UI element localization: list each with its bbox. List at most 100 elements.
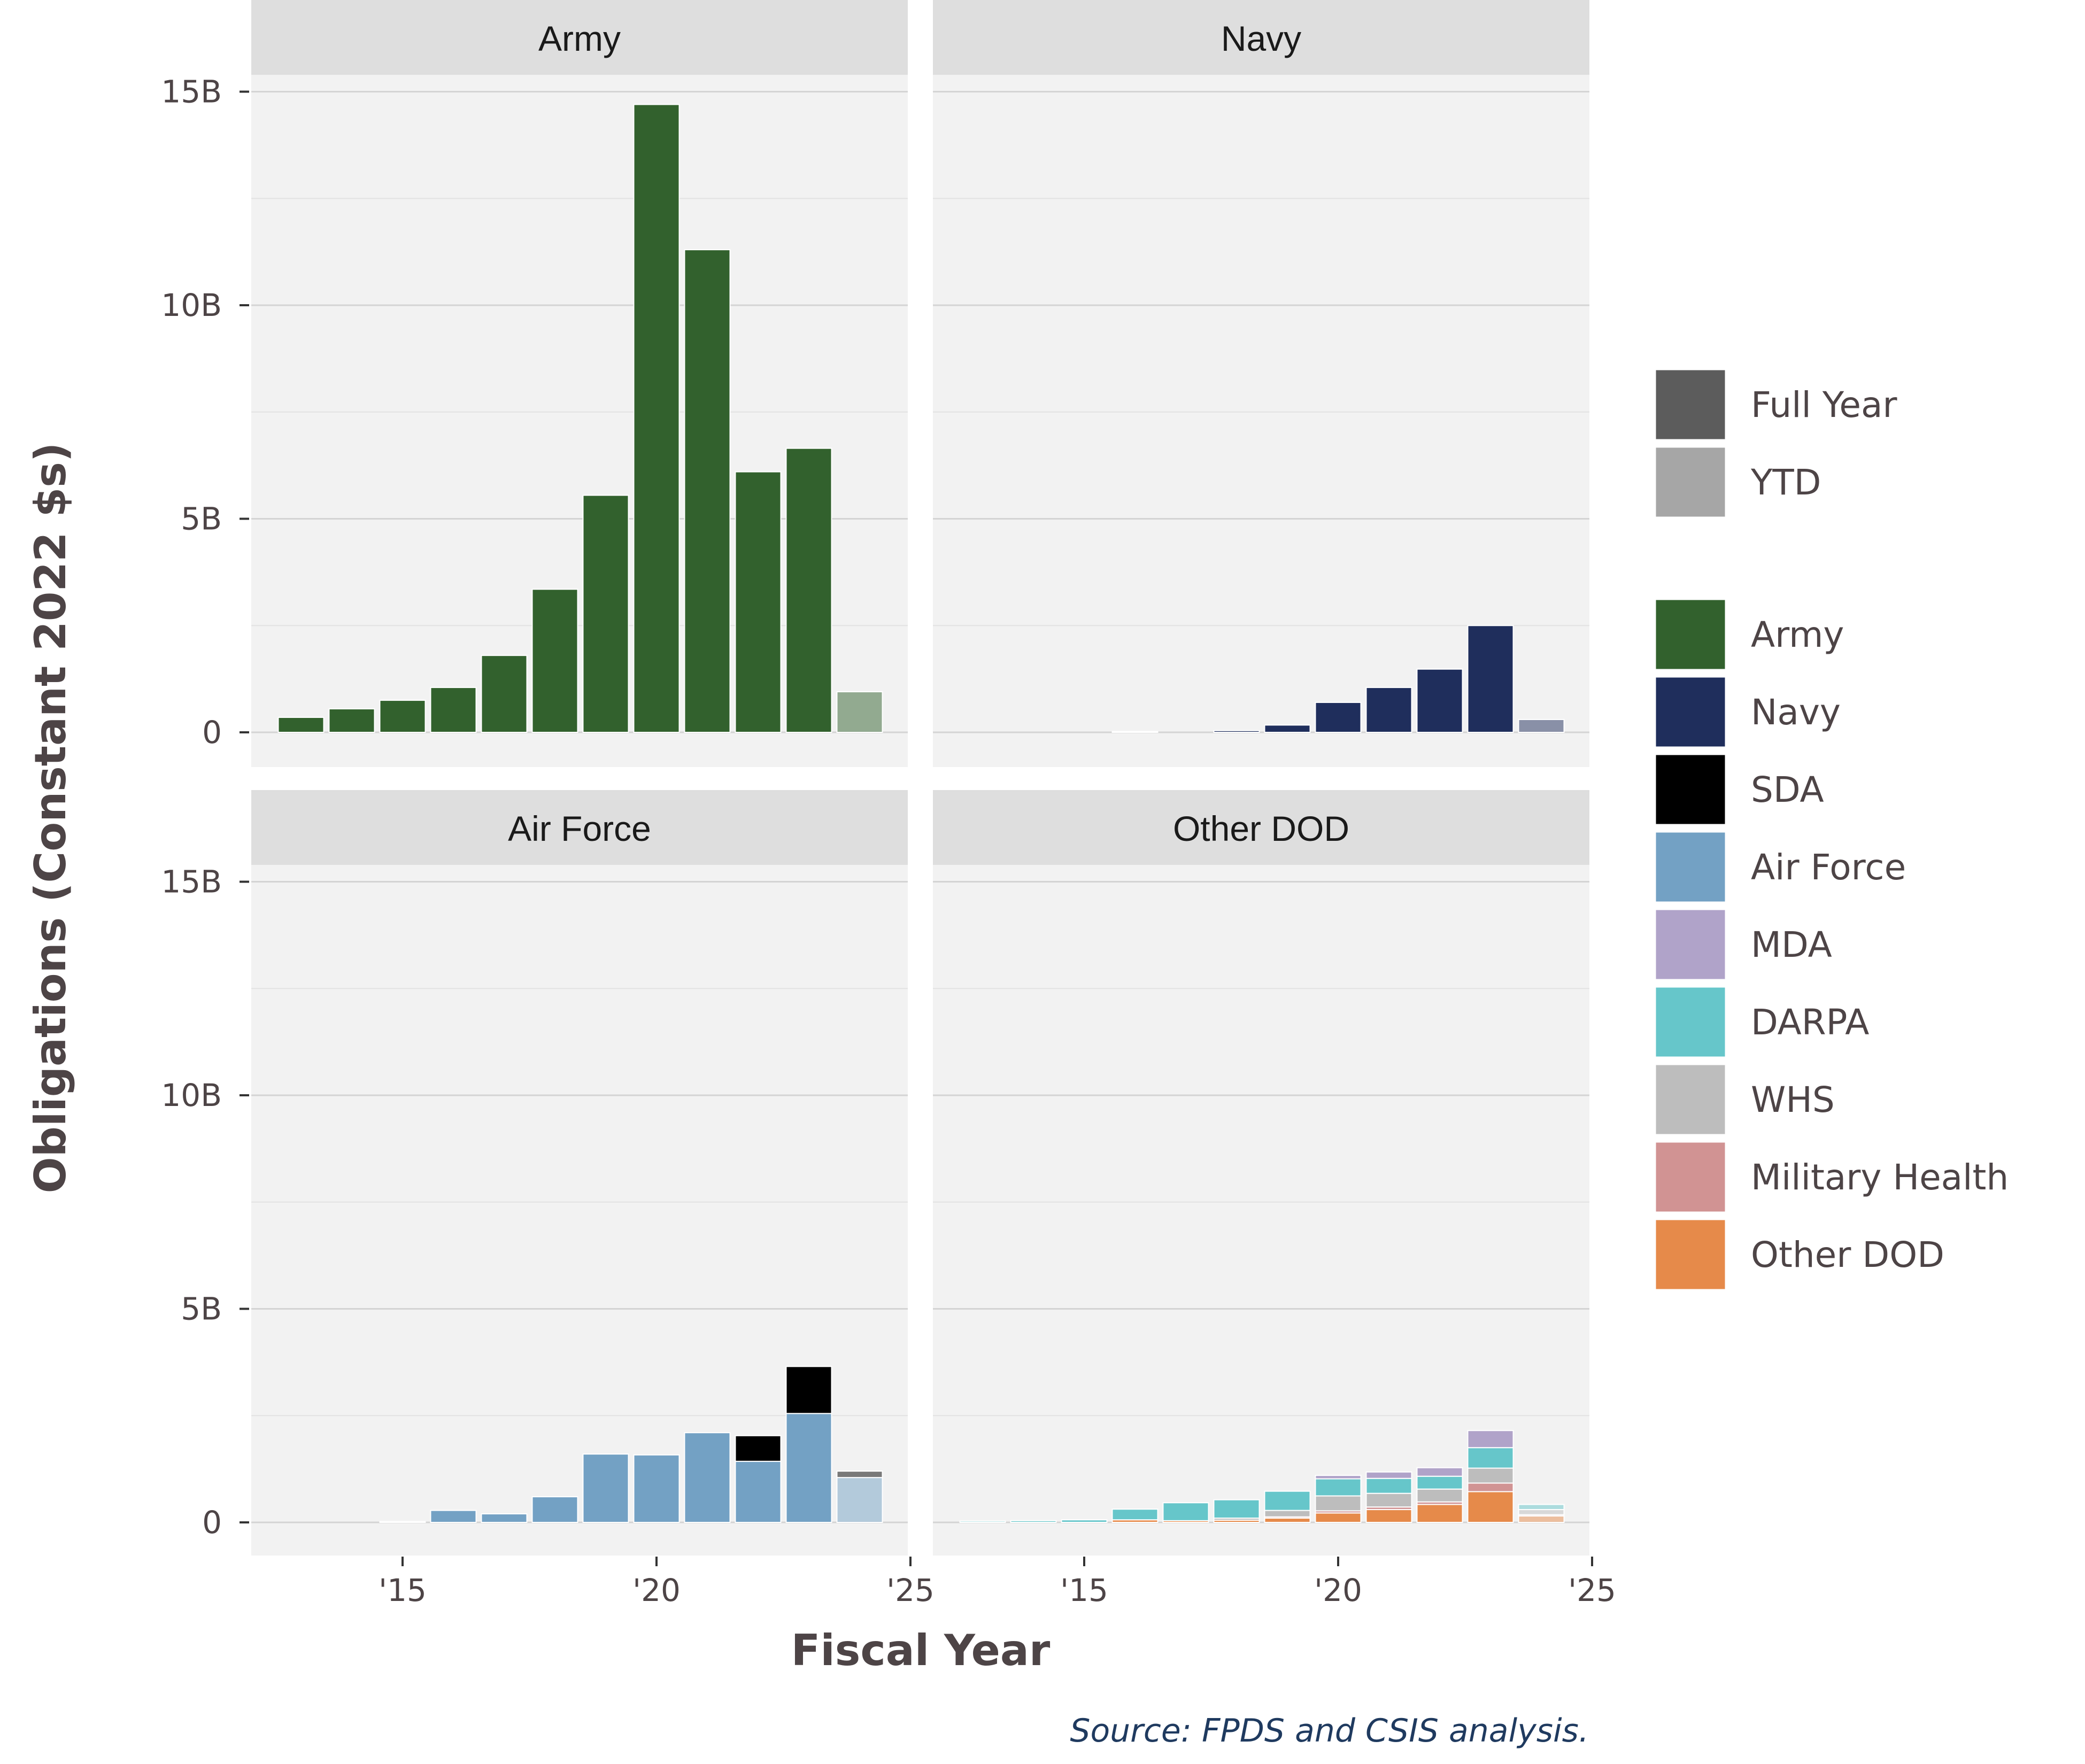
bar-air-force-air-force-2016 (430, 1510, 477, 1523)
bar-other-dod-other-dod-2021 (1365, 1509, 1412, 1523)
bar-air-force-air-force-2018 (531, 1496, 578, 1523)
bar-air-force-air-force-2015 (379, 1521, 426, 1523)
facet-air-force: Air Force 0 5B 10B 15B '15 '20 '25 (161, 790, 935, 1608)
legend-key-army (1653, 597, 1728, 672)
bar-army-army-2024 (836, 691, 883, 733)
bar-other-dod-whs-2022 (1416, 1488, 1463, 1503)
bar-other-dod-darpa-2014 (1010, 1520, 1057, 1523)
bar-other-dod-other-dod-2020 (1315, 1512, 1362, 1523)
bar-other-dod-whs-2021 (1365, 1492, 1412, 1508)
legend-label-army: Army (1751, 614, 1844, 655)
bar-air-force-air-force-2021 (684, 1432, 731, 1523)
bar-air-force-air-force-2017 (481, 1513, 528, 1523)
x-tick-label: '25 (886, 1572, 935, 1608)
legend-item-darpa: DARPA (1653, 985, 1869, 1059)
y-tick-label: 10B (161, 287, 222, 323)
x-tick-label: '20 (1314, 1572, 1362, 1608)
bar-other-dod-whs-2023 (1467, 1467, 1514, 1484)
legend-key-military-health (1653, 1140, 1728, 1214)
bar-other-dod-mda-2021 (1365, 1471, 1412, 1479)
legend-item-navy: Navy (1653, 675, 1841, 749)
bar-navy-navy-2016 (1111, 731, 1159, 733)
bar-other-dod-darpa-2023 (1467, 1447, 1514, 1469)
bar-air-force-air-force-2022 (735, 1460, 782, 1523)
bar-navy-navy-2018 (1213, 730, 1260, 733)
facet-title-army: Army (538, 19, 621, 58)
bar-other-dod-mda-2020 (1315, 1475, 1362, 1480)
x-tick-label: '15 (379, 1572, 427, 1608)
legend-label-navy: Navy (1751, 692, 1841, 733)
y-tick-label: 5B (181, 501, 222, 537)
bar-air-force-sda-2022 (735, 1435, 782, 1462)
facet-title-other-dod: Other DOD (1173, 809, 1349, 848)
legend-item-military-health: Military Health (1653, 1140, 2009, 1214)
legend-label-mda: MDA (1751, 924, 1832, 965)
bar-air-force-air-force-2020 (633, 1454, 680, 1523)
legend-key-air-force (1653, 830, 1728, 904)
bar-other-dod-darpa-2017 (1162, 1502, 1209, 1521)
bar-navy-navy-2021 (1365, 687, 1412, 733)
bar-other-dod-other-dod-2019 (1264, 1518, 1311, 1523)
bar-other-dod-darpa-2024 (1518, 1504, 1565, 1511)
bar-army-army-2015 (379, 700, 426, 733)
bar-other-dod-darpa-2019 (1264, 1490, 1311, 1511)
y-tick-label: 15B (161, 74, 222, 110)
bar-other-dod-darpa-2015 (1061, 1519, 1108, 1523)
bar-navy-navy-2019 (1264, 724, 1311, 733)
bar-air-force-air-force-2024 (836, 1477, 883, 1523)
legend-key-full-year (1653, 367, 1728, 442)
legend-item-full-year: Full Year (1653, 367, 1897, 442)
bar-other-dod-whs-2019 (1264, 1510, 1311, 1518)
bar-navy-navy-2024 (1518, 719, 1565, 733)
facet-army: Army 0 5B 10B 15B (161, 0, 908, 767)
x-tick-label: '25 (1568, 1572, 1616, 1608)
bar-other-dod-darpa-2020 (1315, 1478, 1362, 1497)
bar-other-dod-other-dod-2024 (1518, 1515, 1565, 1523)
bar-air-force-sda-2023 (785, 1366, 832, 1414)
facet-strip-navy (933, 0, 1589, 75)
bar-navy-navy-2022 (1416, 668, 1463, 733)
legend-item-mda: MDA (1653, 907, 1832, 982)
facet-other-dod: Other DOD '15 '20 '25 (933, 790, 1616, 1608)
bar-other-dod-mda-2023 (1467, 1430, 1514, 1449)
bar-air-force-sda-2024 (836, 1471, 883, 1479)
bar-army-army-2022 (735, 471, 782, 733)
bar-other-dod-whs-2024 (1518, 1509, 1565, 1515)
legend-label-full-year: Full Year (1751, 384, 1897, 425)
facet-strip-other-dod (933, 790, 1589, 865)
legend-key-sda (1653, 752, 1728, 827)
facet-title-air-force: Air Force (508, 809, 651, 848)
bar-army-army-2017 (481, 655, 528, 733)
legend-label-darpa: DARPA (1751, 1002, 1869, 1043)
legend-key-darpa (1653, 985, 1728, 1059)
legend-item-ytd: YTD (1653, 445, 1821, 520)
legend-key-navy (1653, 675, 1728, 749)
bar-navy-navy-2023 (1467, 625, 1514, 733)
legend-item-whs: WHS (1653, 1062, 1835, 1137)
bar-other-dod-other-dod-2022 (1416, 1504, 1463, 1523)
legend-item-other-dod: Other DOD (1653, 1217, 1944, 1292)
bar-army-army-2016 (430, 687, 477, 733)
bar-other-dod-other-dod-2023 (1467, 1491, 1514, 1523)
bar-other-dod-military-health-2023 (1467, 1482, 1514, 1492)
facet-title-navy: Navy (1221, 19, 1301, 58)
bar-army-army-2014 (328, 708, 375, 733)
bar-army-army-2018 (531, 589, 578, 733)
legend-label-sda: SDA (1751, 769, 1824, 810)
y-tick-label: 10B (161, 1077, 222, 1113)
facet-strip-air-force (251, 790, 908, 865)
source-note: Source: FPDS and CSIS analysis. (1070, 1712, 1589, 1750)
y-tick-label: 0 (202, 714, 222, 751)
y-tick-label: 0 (202, 1504, 222, 1541)
legend-item-sda: SDA (1653, 752, 1824, 827)
legend-item-air-force: Air Force (1653, 830, 1906, 904)
bar-army-army-2019 (582, 494, 629, 733)
y-axis-title: Obligations (Constant 2022 $s) (26, 443, 75, 1194)
bar-army-army-2023 (785, 447, 832, 733)
bar-navy-navy-2020 (1315, 702, 1362, 733)
bar-other-dod-darpa-2013 (959, 1520, 1006, 1523)
legend-label-military-health: Military Health (1751, 1157, 2009, 1198)
bar-army-army-2013 (277, 717, 325, 733)
bar-other-dod-whs-2020 (1315, 1495, 1362, 1512)
